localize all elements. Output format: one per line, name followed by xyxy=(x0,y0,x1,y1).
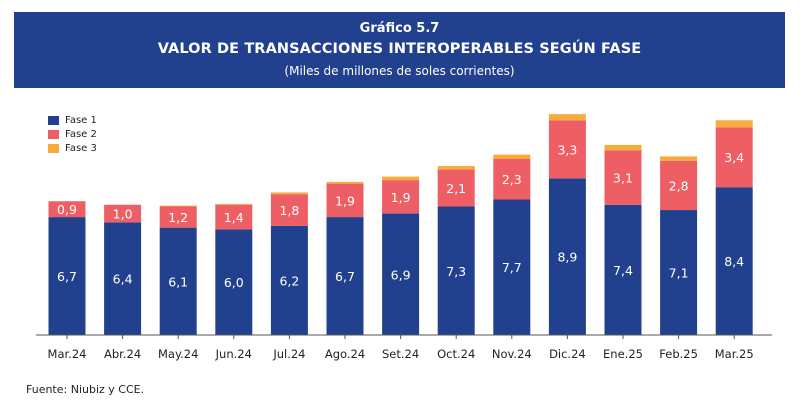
bar-2-May.24 xyxy=(159,206,197,228)
bar-2-Mar.25 xyxy=(715,127,753,188)
data-label-fase2-Dic.24: 3,3 xyxy=(557,142,577,157)
bar-3-Set.24 xyxy=(382,176,420,181)
legend-swatch-fase1 xyxy=(48,115,59,125)
bar-1-Mar.24 xyxy=(48,217,86,335)
data-label-fase1-Abr.24: 6,4 xyxy=(113,272,133,287)
x-tick-label-Oct.24: Oct.24 xyxy=(437,347,475,361)
x-tick-label-Abr.24: Abr.24 xyxy=(104,347,141,361)
bar-3-Ago.24 xyxy=(326,181,364,184)
bar-3-May.24 xyxy=(159,205,197,207)
data-label-fase2-Jul.24: 1,8 xyxy=(279,203,299,218)
data-label-fase1-Nov.24: 7,7 xyxy=(502,260,522,275)
bar-2-Dic.24 xyxy=(548,120,586,179)
x-tick-label-Mar.25: Mar.25 xyxy=(715,347,754,361)
bar-1-Dic.24 xyxy=(548,178,586,335)
data-label-fase2-Ago.24: 1,9 xyxy=(335,193,355,208)
data-label-fase2-Mar.25: 3,4 xyxy=(724,150,744,165)
bar-2-Nov.24 xyxy=(493,159,531,200)
data-label-fase2-Set.24: 1,9 xyxy=(391,190,411,205)
chart-subtitle: (Miles de millones de soles corrientes) xyxy=(284,64,515,78)
x-tick-label-Mar.24: Mar.24 xyxy=(48,347,87,361)
bar-3-Feb.25 xyxy=(660,156,698,161)
bar-1-Ene.25 xyxy=(604,204,642,335)
bar-2-Set.24 xyxy=(382,180,420,214)
bar-3-Dic.24 xyxy=(548,114,586,121)
bar-1-Nov.24 xyxy=(493,199,531,335)
bar-1-Mar.25 xyxy=(715,187,753,335)
data-label-fase2-Oct.24: 2,1 xyxy=(446,181,466,196)
chart-header-banner: Gráfico 5.7 VALOR DE TRANSACCIONES INTER… xyxy=(14,12,785,88)
legend-label-fase2: Fase 2 xyxy=(65,128,97,140)
data-label-fase2-Feb.25: 2,8 xyxy=(669,178,689,193)
x-tick-label-Jun.24: Jun.24 xyxy=(215,347,252,361)
x-tick-label-Nov.24: Nov.24 xyxy=(492,347,532,361)
data-label-fase2-Abr.24: 1,0 xyxy=(113,207,133,222)
legend-swatch-fase2 xyxy=(48,129,59,139)
data-label-fase2-Jun.24: 1,4 xyxy=(224,210,244,225)
bar-1-May.24 xyxy=(159,227,197,335)
x-tick-label-Ago.24: Ago.24 xyxy=(325,347,365,361)
bar-2-Jul.24 xyxy=(270,194,308,226)
bar-1-Feb.25 xyxy=(660,210,698,335)
bar-3-Ene.25 xyxy=(604,144,642,151)
bar-2-Ago.24 xyxy=(326,183,364,218)
chart-title: VALOR DE TRANSACCIONES INTEROPERABLES SE… xyxy=(157,41,642,57)
data-label-fase2-Mar.24: 0,9 xyxy=(57,202,77,217)
bar-1-Jul.24 xyxy=(270,225,308,335)
x-tick-label-Dic.24: Dic.24 xyxy=(549,347,586,361)
legend-label-fase1: Fase 1 xyxy=(65,114,97,126)
legend-label-fase3: Fase 3 xyxy=(65,142,97,154)
data-label-fase1-May.24: 6,1 xyxy=(168,274,188,289)
bar-2-Jun.24 xyxy=(215,204,253,230)
legend-item-fase2: Fase 2 xyxy=(48,127,97,141)
x-tick-label-Feb.25: Feb.25 xyxy=(659,347,698,361)
legend-swatch-fase3 xyxy=(48,143,59,153)
data-label-fase1-Jun.24: 6,0 xyxy=(224,275,244,290)
data-label-fase1-Feb.25: 7,1 xyxy=(669,266,689,281)
data-label-fase2-Nov.24: 2,3 xyxy=(502,172,522,187)
bar-2-Oct.24 xyxy=(437,169,475,207)
legend-item-fase3: Fase 3 xyxy=(48,141,97,155)
x-tick-label-May.24: May.24 xyxy=(158,347,198,361)
data-label-fase2-Ene.25: 3,1 xyxy=(613,170,633,185)
x-tick-label-Ene.25: Ene.25 xyxy=(603,347,643,361)
chart-number: Gráfico 5.7 xyxy=(359,21,440,36)
data-label-fase1-Mar.24: 6,7 xyxy=(57,269,77,284)
x-tick-label-Set.24: Set.24 xyxy=(382,347,419,361)
bar-1-Jun.24 xyxy=(215,229,253,335)
data-label-fase1-Dic.24: 8,9 xyxy=(557,250,577,265)
bar-2-Ene.25 xyxy=(604,150,642,205)
source-note: Fuente: Niubiz y CCE. xyxy=(26,383,145,396)
data-label-fase1-Oct.24: 7,3 xyxy=(446,264,466,279)
bar-1-Abr.24 xyxy=(104,222,142,335)
bar-1-Oct.24 xyxy=(437,206,475,335)
data-label-fase1-Ene.25: 7,4 xyxy=(613,263,633,278)
bar-3-Jul.24 xyxy=(270,192,308,195)
data-label-fase1-Ago.24: 6,7 xyxy=(335,269,355,284)
bar-2-Abr.24 xyxy=(104,204,142,223)
bar-3-Mar.25 xyxy=(715,120,753,128)
data-label-fase1-Jul.24: 6,2 xyxy=(279,273,299,288)
chart-legend: Fase 1 Fase 2 Fase 3 xyxy=(48,113,97,155)
data-label-fase2-May.24: 1,2 xyxy=(168,210,188,225)
legend-item-fase1: Fase 1 xyxy=(48,113,97,127)
bar-2-Mar.24 xyxy=(48,201,86,218)
x-tick-label-Jul.24: Jul.24 xyxy=(272,347,305,361)
bar-1-Ago.24 xyxy=(326,217,364,335)
bar-1-Set.24 xyxy=(382,213,420,335)
bar-2-Feb.25 xyxy=(660,160,698,211)
data-label-fase1-Mar.25: 8,4 xyxy=(724,254,744,269)
bar-3-Jun.24 xyxy=(215,203,253,205)
bar-3-Oct.24 xyxy=(437,166,475,170)
bar-3-Nov.24 xyxy=(493,154,531,159)
data-label-fase1-Set.24: 6,9 xyxy=(391,267,411,282)
